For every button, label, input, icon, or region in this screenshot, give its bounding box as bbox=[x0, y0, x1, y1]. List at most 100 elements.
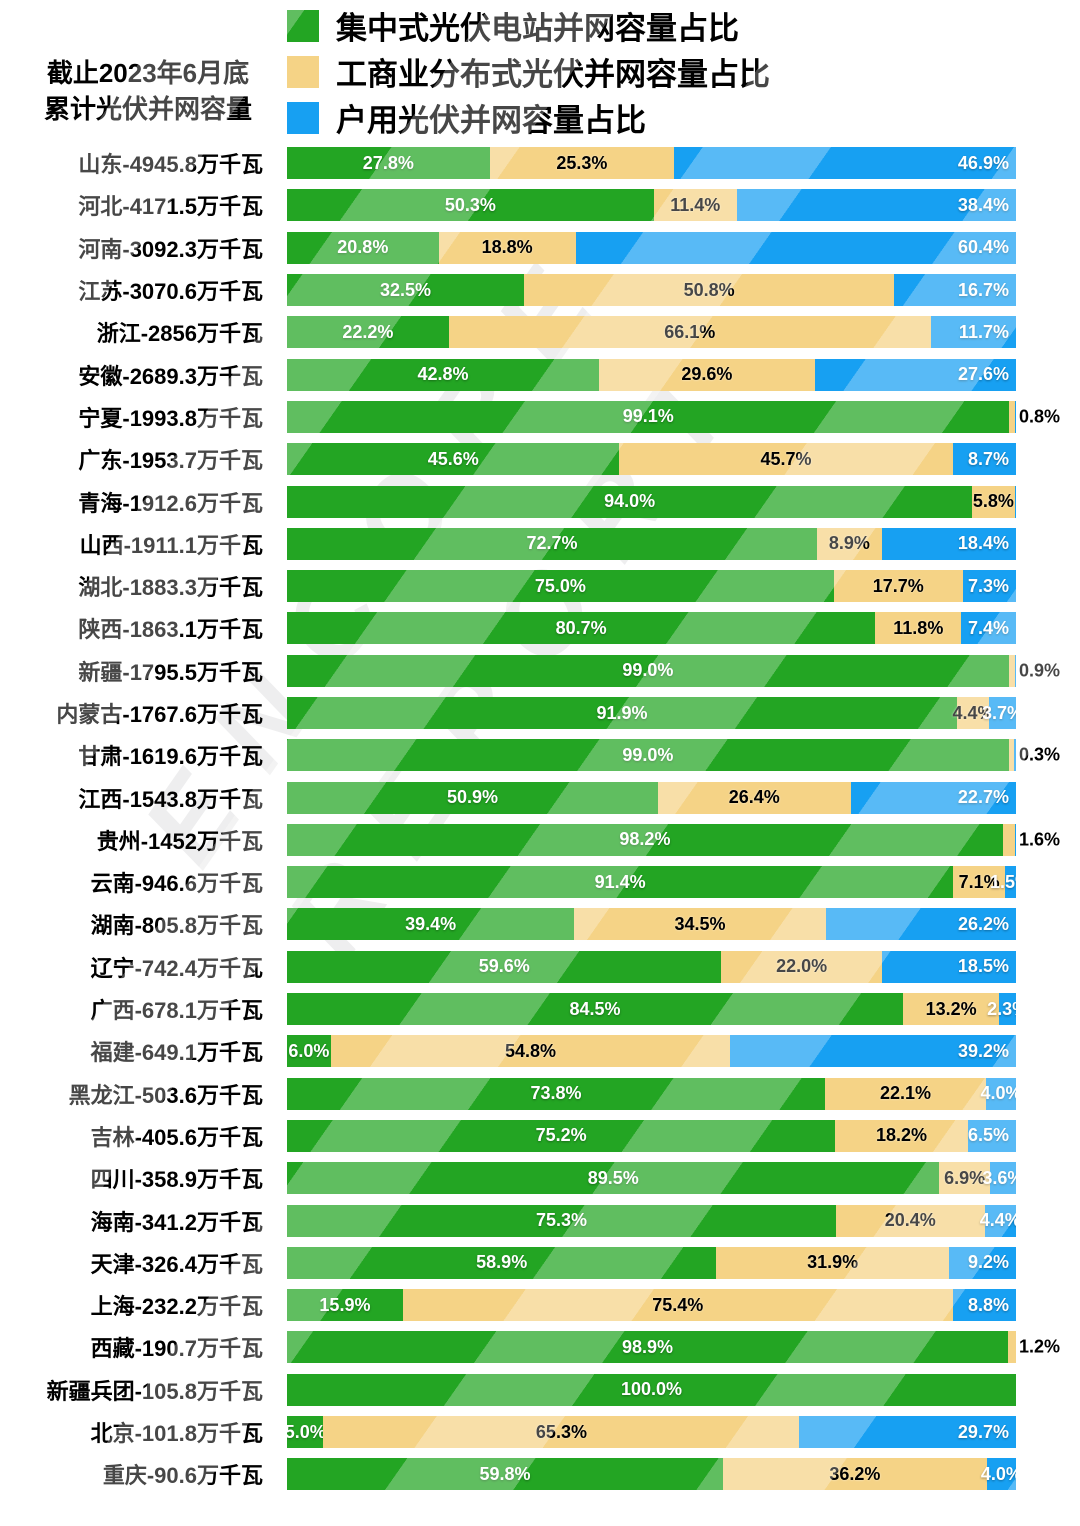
bar-area: 15.9% 75.4% 8.8% bbox=[287, 1289, 1016, 1322]
bar-segment-centralized: 45.6% bbox=[287, 443, 620, 476]
chart-row: 吉林-405.6万千瓦 75.2% 18.2% 6.5% bbox=[0, 1115, 1080, 1157]
chart-row: 贵州-1452万千瓦 98.2% 1.6% bbox=[0, 819, 1080, 861]
bar-area: 91.4% 7.1%1.5% bbox=[287, 866, 1016, 899]
segment-label: 6.0% bbox=[288, 1040, 330, 1061]
bar-segment-commercial: 26.4% bbox=[658, 781, 851, 814]
bar-segment-centralized: 98.2% bbox=[287, 823, 1003, 856]
bar-segment-centralized: 84.5% bbox=[287, 993, 903, 1026]
stacked-bar: 75.0% 17.7% 7.3% bbox=[287, 570, 1016, 603]
segment-label: 15.9% bbox=[319, 1294, 371, 1315]
bar-area: 75.3% 20.4% 4.4% bbox=[287, 1204, 1016, 1237]
chart-row: 福建-649.1万千瓦 6.0% 54.8% 39.2% bbox=[0, 1030, 1080, 1072]
segment-label: 6.5% bbox=[967, 1125, 1009, 1146]
stacked-bar: 84.5% 13.2% 2.3% bbox=[287, 993, 1016, 1026]
chart-row: 陕西-1863.1万千瓦 80.7% 11.8% 7.4% bbox=[0, 607, 1080, 649]
bar-area: 98.2% 1.6% bbox=[287, 823, 1060, 856]
legend-item: 户用光伏并网容量占比 bbox=[287, 101, 770, 138]
chart-row: 内蒙古-1767.6万千瓦 91.9% 4.4%3.7% bbox=[0, 692, 1080, 734]
bar-segment-centralized: 6.0% bbox=[287, 1035, 331, 1068]
bar-segment-residential bbox=[1014, 485, 1016, 518]
bar-segment-residential: 4.4% bbox=[980, 1204, 1016, 1237]
chart-row: 广东-1953.7万千瓦 45.6% 45.7% 8.7% bbox=[0, 438, 1080, 480]
bar-segment-centralized: 91.9% bbox=[287, 697, 957, 729]
chart-title: 截止2023年6月底 累计光伏并网容量 bbox=[2, 55, 294, 127]
segment-label: 91.4% bbox=[594, 871, 646, 892]
row-label: 四川-358.9万千瓦 bbox=[90, 1167, 263, 1193]
segment-label: 66.1% bbox=[664, 321, 716, 342]
stacked-bar: 50.9% 26.4% 22.7% bbox=[287, 781, 1016, 814]
segment-label: 11.8% bbox=[893, 617, 944, 638]
row-label: 湖南-805.8万千瓦 bbox=[90, 913, 263, 939]
stacked-bar: 42.8% 29.6% 27.6% bbox=[287, 358, 1016, 391]
segment-label: 91.9% bbox=[596, 702, 648, 723]
segment-label: 29.7% bbox=[957, 1421, 1009, 1442]
chart-row: 宁夏-1993.8万千瓦 99.1% 0.8% bbox=[0, 396, 1080, 438]
segment-label: 2.3% bbox=[987, 998, 1016, 1019]
row-label: 广东-1953.7万千瓦 bbox=[78, 448, 263, 474]
row-label: 宁夏-1993.8万千瓦 bbox=[78, 405, 263, 431]
bar-area: 89.5% 6.9%3.6% bbox=[287, 1162, 1016, 1195]
bar-area: 84.5% 13.2% 2.3% bbox=[287, 993, 1016, 1026]
chart-row: 海南-341.2万千瓦 75.3% 20.4% 4.4% bbox=[0, 1199, 1080, 1241]
segment-label: 8.8% bbox=[967, 1294, 1009, 1315]
stacked-bar: 99.0% bbox=[287, 739, 1016, 772]
bar-segment-residential: 7.4% bbox=[961, 612, 1016, 645]
row-label: 青海-1912.6万千瓦 bbox=[78, 490, 263, 516]
bar-segment-centralized: 42.8% bbox=[287, 358, 599, 391]
bar-segment-centralized: 73.8% bbox=[287, 1077, 825, 1110]
bar-segment-residential bbox=[1015, 400, 1016, 433]
legend-label: 户用光伏并网容量占比 bbox=[336, 103, 646, 138]
segment-label: 13.2% bbox=[925, 998, 977, 1019]
bar-area: 6.0% 54.8% 39.2% bbox=[287, 1035, 1016, 1068]
row-label: 海南-341.2万千瓦 bbox=[90, 1209, 263, 1235]
chart-row: 山西-1911.1万千瓦 72.7% 8.9% 18.4% bbox=[0, 523, 1080, 565]
row-label: 黑龙江-503.6万千瓦 bbox=[68, 1082, 263, 1108]
bar-segment-commercial: 4.4% bbox=[952, 697, 993, 729]
segment-label: 22.1% bbox=[880, 1083, 932, 1104]
legend: 集中式光伏电站并网容量占比 工商业分布式光伏并网容量占比 户用光伏并网容量占比 bbox=[287, 9, 770, 138]
stacked-bar: 98.2% bbox=[287, 823, 1016, 856]
segment-label: 75.4% bbox=[652, 1294, 704, 1315]
segment-label: 8.7% bbox=[967, 448, 1009, 469]
bar-segment-centralized: 99.0% bbox=[287, 654, 1009, 687]
segment-label: 18.2% bbox=[876, 1125, 928, 1146]
chart-row: 河北-4171.5万千瓦 50.3% 11.4% 38.4% bbox=[0, 184, 1080, 226]
bar-segment-centralized: 15.9% bbox=[287, 1289, 403, 1322]
row-label: 山东-4945.8万千瓦 bbox=[78, 152, 263, 178]
segment-label: 45.6% bbox=[427, 448, 479, 469]
bar-segment-centralized: 99.1% bbox=[287, 400, 1010, 433]
bar-segment-commercial: 17.7% bbox=[833, 570, 963, 603]
bar-segment-residential: 29.7% bbox=[799, 1416, 1016, 1449]
chart-row: 新疆兵团-105.8万千瓦 100.0% bbox=[0, 1369, 1080, 1411]
bar-segment-centralized: 39.4% bbox=[287, 908, 575, 941]
bar-segment-centralized: 5.0% bbox=[287, 1416, 326, 1449]
chart-row: 新疆-1795.5万千瓦 99.0% 0.9% bbox=[0, 650, 1080, 692]
legend-swatch bbox=[287, 55, 319, 88]
stacked-bar: 59.6% 22.0% 18.5% bbox=[287, 950, 1016, 983]
row-label: 湖北-1883.3万千瓦 bbox=[78, 575, 263, 601]
bar-area: 39.4% 34.5% 26.2% bbox=[287, 908, 1016, 941]
bar-segment-residential: 7.3% bbox=[962, 570, 1016, 603]
row-label: 福建-649.1万千瓦 bbox=[90, 1040, 263, 1066]
bar-segment-commercial: 36.2% bbox=[722, 1458, 987, 1491]
segment-label: 29.6% bbox=[681, 364, 733, 385]
segment-label: 89.5% bbox=[587, 1167, 639, 1188]
bar-segment-residential: 16.7% bbox=[894, 274, 1016, 307]
legend-item: 工商业分布式光伏并网容量占比 bbox=[287, 55, 770, 92]
legend-item: 集中式光伏电站并网容量占比 bbox=[287, 9, 770, 46]
bar-segment-centralized: 59.8% bbox=[287, 1458, 723, 1491]
segment-label: 18.8% bbox=[481, 237, 533, 258]
bar-segment-centralized: 32.5% bbox=[287, 274, 524, 307]
outside-label: 1.6% bbox=[1019, 829, 1061, 850]
chart-row: 河南-3092.3万千瓦 20.8% 18.8% 60.4% bbox=[0, 227, 1080, 269]
segment-label: 27.6% bbox=[957, 364, 1009, 385]
segment-label: 42.8% bbox=[417, 364, 469, 385]
segment-label: 80.7% bbox=[555, 617, 607, 638]
bar-area: 59.6% 22.0% 18.5% bbox=[287, 950, 1016, 983]
row-label: 云南-946.6万千瓦 bbox=[90, 871, 263, 897]
segment-label: 3.6% bbox=[982, 1167, 1016, 1188]
bar-segment-commercial: 6.9% bbox=[939, 1162, 990, 1195]
bar-area: 58.9% 31.9% 9.2% bbox=[287, 1246, 1016, 1279]
row-label: 辽宁-742.4万千瓦 bbox=[90, 955, 263, 981]
bar-area: 72.7% 8.9% 18.4% bbox=[287, 527, 1016, 560]
